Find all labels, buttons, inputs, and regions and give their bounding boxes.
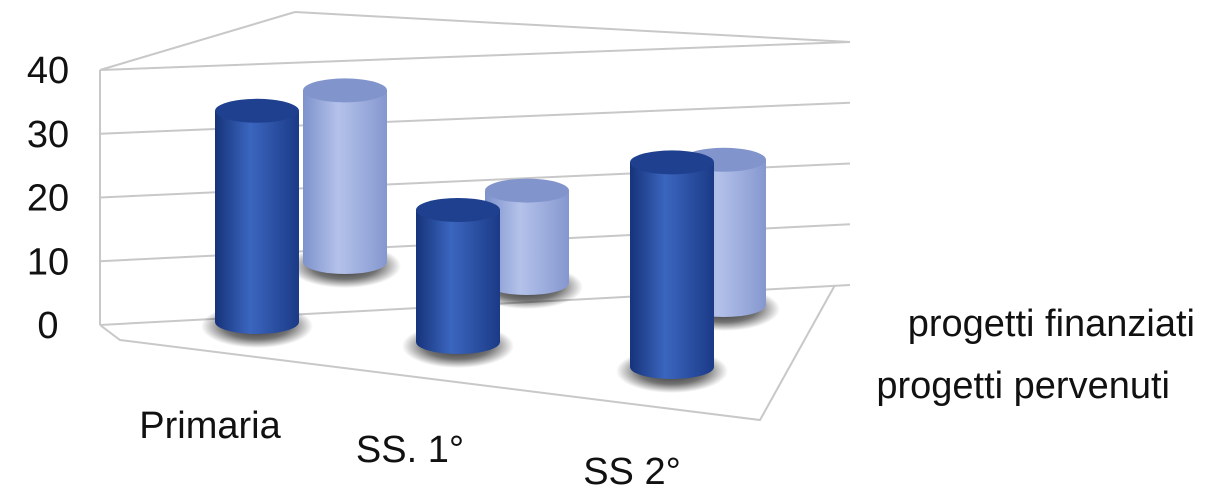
y-tick-label-10: 10 [27,241,69,283]
bar-progetti-pervenuti-0-body [215,110,299,334]
bar-progetti-pervenuti-2-body [630,162,714,379]
bar-progetti-finanziati-1-body [485,190,569,295]
category-label-2: SS 2° [583,451,681,492]
y-tick-label-0: 0 [37,305,58,347]
front-series-bars [201,98,728,393]
legend-series-front: progetti pervenuti [876,365,1170,407]
bar-progetti-pervenuti-2-top [630,150,714,175]
bar-progetti-pervenuti-1 [402,198,514,368]
category-label-0: Primaria [139,405,281,447]
bar-progetti-finanziati-0-top [303,78,387,103]
category-label-1: SS. 1° [356,429,464,471]
legend-series-back: progetti finanziati [908,303,1195,345]
bar-progetti-pervenuti-0 [201,98,313,348]
y-tick-label-30: 30 [27,114,69,156]
gridline-top [294,11,851,43]
category-labels: Primaria SS. 1° SS 2° [139,405,681,492]
bar-progetti-pervenuti-2 [616,150,728,393]
bar-progetti-pervenuti-1-body [416,210,500,354]
gridline-30 [99,101,851,135]
y-tick-label-20: 20 [27,178,69,220]
floor-outline [99,284,836,422]
bar-progetti-pervenuti-0-top [215,98,299,123]
y-tick-label-40: 40 [27,50,69,92]
gridline-40 [99,41,851,71]
bar-progetti-finanziati-0-body [303,90,387,275]
bar-progetti-finanziati-1-top [485,178,569,203]
legend: progetti finanziati progetti pervenuti [876,303,1195,407]
bar-progetti-finanziati-0 [289,78,401,288]
bar-progetti-pervenuti-1-top [416,198,500,222]
chart-frame [99,70,836,422]
gridline-top-diagonal [99,11,296,71]
y-axis-ticks: 0 10 20 30 40 [27,50,69,347]
